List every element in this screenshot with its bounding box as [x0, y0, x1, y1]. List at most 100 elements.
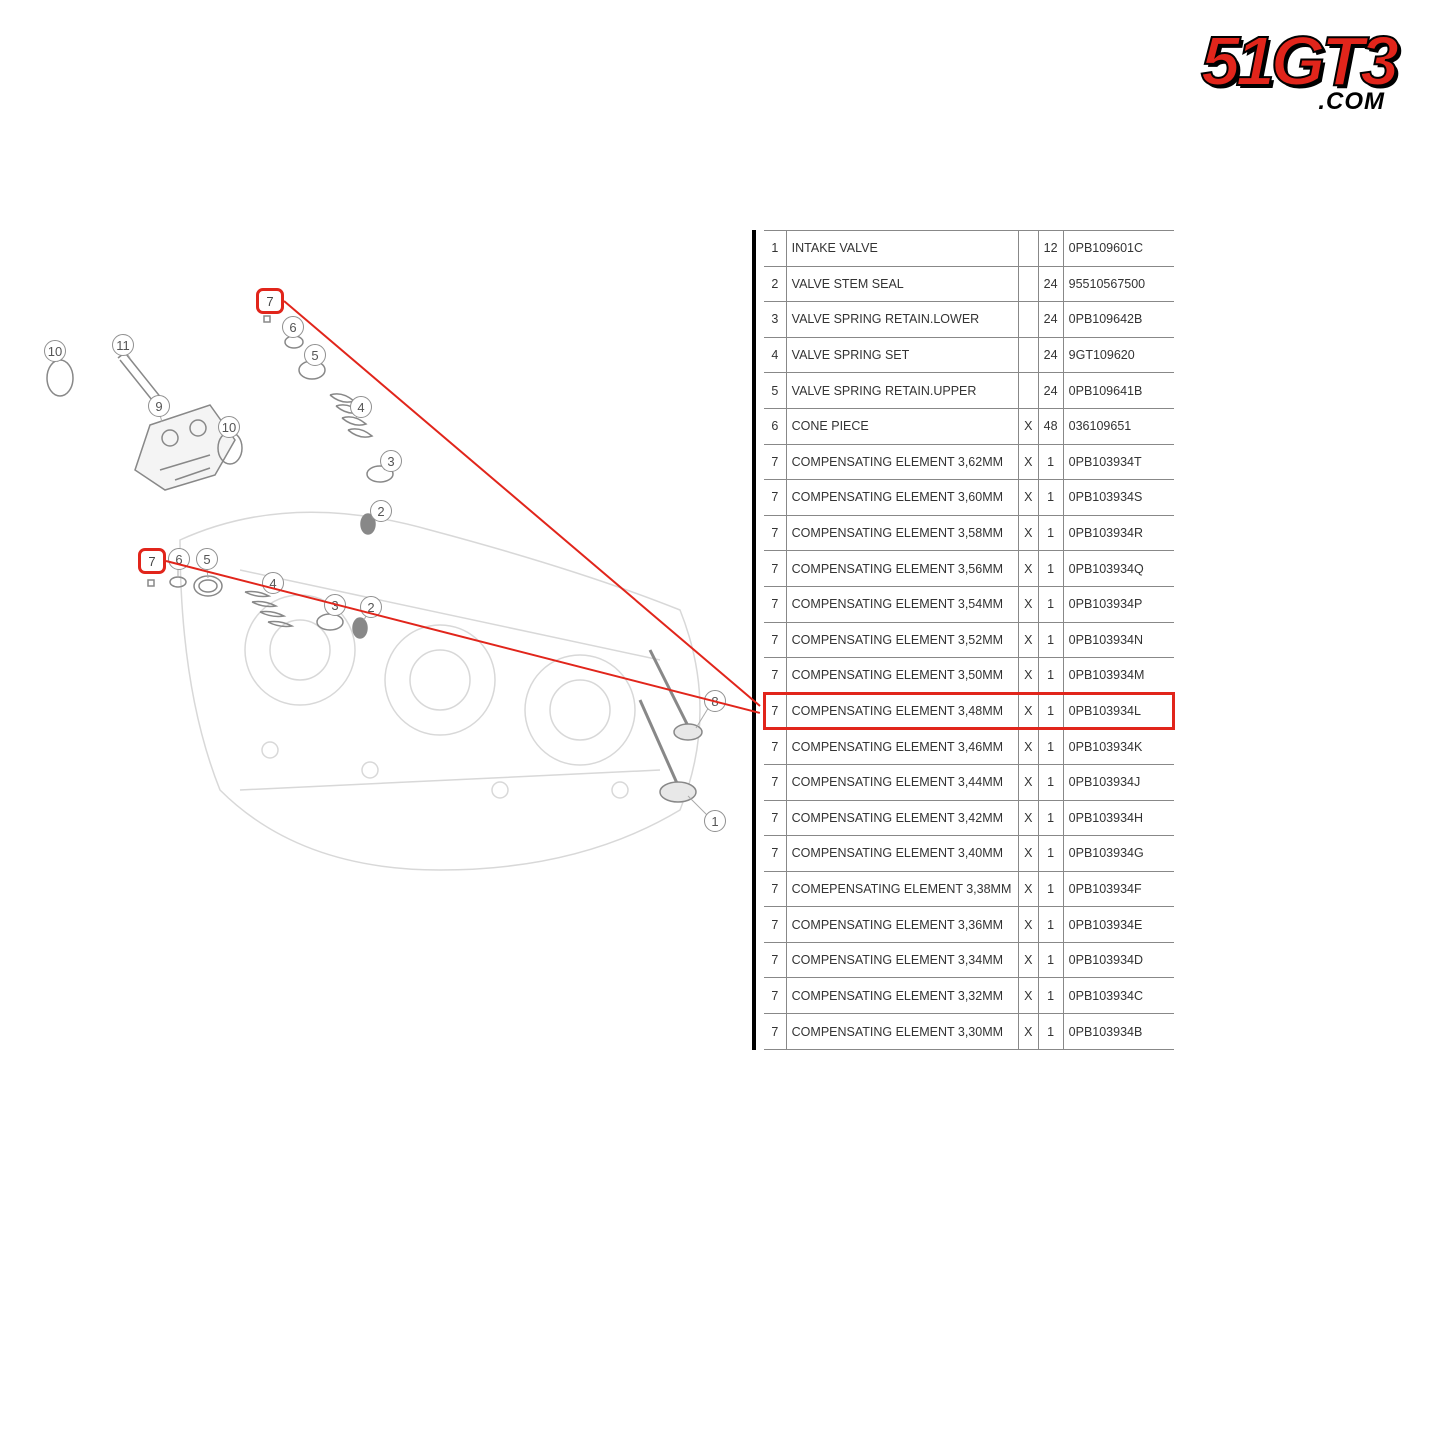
table-row: 7COMPENSATING ELEMENT 3,40MMX10PB103934G	[764, 836, 1174, 872]
table-cell: 12	[1038, 231, 1063, 267]
table-cell: COMPENSATING ELEMENT 3,40MM	[786, 836, 1018, 872]
table-cell: 0PB109641B	[1063, 373, 1174, 409]
table-cell: 7	[764, 978, 786, 1014]
table-cell: 0PB103934T	[1063, 444, 1174, 480]
parts-table: 1INTAKE VALVE120PB109601C2VALVE STEM SEA…	[764, 230, 1174, 1050]
table-cell: COMPENSATING ELEMENT 3,60MM	[786, 480, 1018, 516]
table-row: 7COMPENSATING ELEMENT 3,52MMX10PB103934N	[764, 622, 1174, 658]
table-cell: COMPENSATING ELEMENT 3,44MM	[786, 764, 1018, 800]
callout-7: 7	[256, 288, 284, 314]
table-cell: COMPENSATING ELEMENT 3,36MM	[786, 907, 1018, 943]
table-cell: 1	[1038, 586, 1063, 622]
table-cell: X	[1019, 586, 1038, 622]
table-cell: COMPENSATING ELEMENT 3,42MM	[786, 800, 1018, 836]
table-cell: COMPENSATING ELEMENT 3,62MM	[786, 444, 1018, 480]
exploded-diagram: 101176591043276543281	[40, 230, 740, 1050]
callout-4: 4	[350, 396, 372, 418]
callout-6: 6	[282, 316, 304, 338]
table-cell: 0PB103934B	[1063, 1014, 1174, 1050]
table-cell	[1019, 302, 1038, 338]
table-cell	[1019, 266, 1038, 302]
callout-10: 10	[44, 340, 66, 362]
table-cell: X	[1019, 729, 1038, 765]
table-cell: 1	[1038, 693, 1063, 729]
table-cell: 0PB103934L	[1063, 693, 1174, 729]
table-cell: 7	[764, 907, 786, 943]
table-row: 7COMPENSATING ELEMENT 3,54MMX10PB103934P	[764, 586, 1174, 622]
table-cell: VALVE SPRING SET	[786, 337, 1018, 373]
table-cell: X	[1019, 942, 1038, 978]
table-cell	[1019, 373, 1038, 409]
separator-bar	[752, 230, 756, 1050]
table-row: 7COMPENSATING ELEMENT 3,42MMX10PB103934H	[764, 800, 1174, 836]
table-cell: 1	[1038, 444, 1063, 480]
table-row: 7COMPENSATING ELEMENT 3,56MMX10PB103934Q	[764, 551, 1174, 587]
callout-5: 5	[304, 344, 326, 366]
table-cell: 7	[764, 586, 786, 622]
table-cell: VALVE SPRING RETAIN.LOWER	[786, 302, 1018, 338]
table-cell: 0PB103934H	[1063, 800, 1174, 836]
table-row: 4VALVE SPRING SET249GT109620	[764, 337, 1174, 373]
table-cell: COMPENSATING ELEMENT 3,54MM	[786, 586, 1018, 622]
table-row: 6CONE PIECEX48036109651	[764, 408, 1174, 444]
table-cell: 0PB103934E	[1063, 907, 1174, 943]
callout-2: 2	[370, 500, 392, 522]
table-cell: 0PB103934C	[1063, 978, 1174, 1014]
callout-9: 9	[148, 395, 170, 417]
callout-7: 7	[138, 548, 166, 574]
table-cell: 1	[1038, 836, 1063, 872]
table-cell: 0PB103934S	[1063, 480, 1174, 516]
table-cell: X	[1019, 551, 1038, 587]
table-cell: 036109651	[1063, 408, 1174, 444]
table-row: 7COMPENSATING ELEMENT 3,32MMX10PB103934C	[764, 978, 1174, 1014]
table-cell: 1	[764, 231, 786, 267]
table-row: 7COMPENSATING ELEMENT 3,48MMX10PB103934L	[764, 693, 1174, 729]
table-cell: X	[1019, 622, 1038, 658]
table-cell: 3	[764, 302, 786, 338]
table-cell: X	[1019, 907, 1038, 943]
table-cell: VALVE STEM SEAL	[786, 266, 1018, 302]
table-cell: X	[1019, 444, 1038, 480]
table-cell: 1	[1038, 729, 1063, 765]
table-cell: X	[1019, 480, 1038, 516]
table-cell: X	[1019, 978, 1038, 1014]
table-cell: X	[1019, 764, 1038, 800]
callout-3: 3	[380, 450, 402, 472]
table-cell: COMEPENSATING ELEMENT 3,38MM	[786, 871, 1018, 907]
table-cell: X	[1019, 1014, 1038, 1050]
table-cell: COMPENSATING ELEMENT 3,34MM	[786, 942, 1018, 978]
callout-10: 10	[218, 416, 240, 438]
table-cell: X	[1019, 836, 1038, 872]
table-cell: 7	[764, 871, 786, 907]
table-row: 7COMPENSATING ELEMENT 3,62MMX10PB103934T	[764, 444, 1174, 480]
table-cell: 0PB103934G	[1063, 836, 1174, 872]
table-cell: 1	[1038, 515, 1063, 551]
table-cell: 7	[764, 764, 786, 800]
table-row: 7COMPENSATING ELEMENT 3,30MMX10PB103934B	[764, 1014, 1174, 1050]
table-row: 2VALVE STEM SEAL2495510567500	[764, 266, 1174, 302]
callout-11: 11	[112, 334, 134, 356]
table-cell: 7	[764, 658, 786, 694]
table-cell: 0PB103934F	[1063, 871, 1174, 907]
table-cell: X	[1019, 408, 1038, 444]
table-cell: 1	[1038, 480, 1063, 516]
table-row: 5VALVE SPRING RETAIN.UPPER240PB109641B	[764, 373, 1174, 409]
table-cell	[1019, 231, 1038, 267]
table-cell: 24	[1038, 337, 1063, 373]
table-cell: INTAKE VALVE	[786, 231, 1018, 267]
table-cell: 7	[764, 480, 786, 516]
table-cell: 24	[1038, 373, 1063, 409]
table-row: 7COMPENSATING ELEMENT 3,50MMX10PB103934M	[764, 658, 1174, 694]
table-cell: COMPENSATING ELEMENT 3,58MM	[786, 515, 1018, 551]
table-cell: 0PB103934N	[1063, 622, 1174, 658]
callout-1: 1	[704, 810, 726, 832]
table-cell: 1	[1038, 764, 1063, 800]
table-cell: 7	[764, 693, 786, 729]
brand-logo: 51GT3 .COM	[1201, 30, 1395, 116]
table-cell: 48	[1038, 408, 1063, 444]
table-cell: 0PB103934D	[1063, 942, 1174, 978]
parts-diagram-container: 101176591043276543281 1INTAKE VALVE120PB…	[40, 230, 1410, 1050]
table-cell: 7	[764, 729, 786, 765]
table-cell: X	[1019, 871, 1038, 907]
table-cell: 7	[764, 836, 786, 872]
